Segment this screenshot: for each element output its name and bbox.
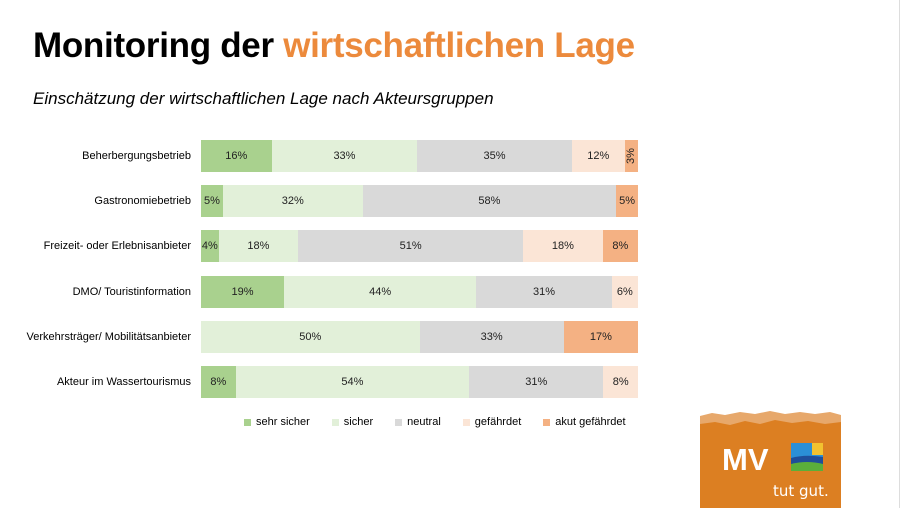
data-label: 35% xyxy=(483,150,506,162)
title-accent-text: wirtschaftlichen Lage xyxy=(283,26,635,65)
data-label: 51% xyxy=(399,240,422,253)
data-label: 8% xyxy=(612,376,629,388)
bar-segment: 51% xyxy=(298,230,524,263)
legend-swatch xyxy=(543,418,551,426)
chart-legend: sehr sicher sicher neutral gefährdet akut ge… xyxy=(244,416,648,428)
bar-segment: 5% xyxy=(616,185,638,218)
bar-segment: 18% xyxy=(218,230,299,263)
title-text: Monitoring der xyxy=(33,26,284,65)
bar-segment: 8% xyxy=(603,366,638,398)
chart-subtitle: Einschätzung der wirtschaftlichen Lage n… xyxy=(33,89,494,108)
data-label: 18% xyxy=(247,240,270,253)
data-label: 5% xyxy=(203,195,220,208)
bar-segment: 35% xyxy=(417,140,572,172)
data-label: 16% xyxy=(225,150,248,162)
data-label: 8% xyxy=(210,376,227,388)
svg-text:MV: MV xyxy=(722,442,769,477)
legend-item: sehr sicher xyxy=(244,416,310,428)
data-label: 33% xyxy=(333,150,356,162)
category-label: Beherbergungsbetrieb xyxy=(82,150,191,162)
data-label: 6% xyxy=(616,285,633,298)
data-label: 18% xyxy=(551,240,574,253)
data-label: 33% xyxy=(480,330,503,343)
bar-segment: 19% xyxy=(201,275,285,308)
legend-label: gefährdet xyxy=(474,416,522,428)
legend-swatch xyxy=(462,418,470,426)
bar-segment: 54% xyxy=(235,366,470,398)
data-label: 54% xyxy=(341,376,364,388)
legend-item: akut gefährdet xyxy=(543,416,626,428)
bar-segment: 58% xyxy=(362,185,617,218)
bar-segment: 50% xyxy=(201,320,420,353)
bar-segment: 3% xyxy=(624,140,638,172)
legend-swatch xyxy=(331,418,339,426)
data-label: 31% xyxy=(525,376,548,388)
svg-text:tut gut.: tut gut. xyxy=(773,482,829,500)
data-label: 50% xyxy=(299,330,322,343)
legend-label: neutral xyxy=(407,416,441,428)
data-label: 5% xyxy=(619,195,636,208)
bar-segment: 6% xyxy=(611,275,638,308)
legend-item: gefährdet xyxy=(462,416,522,428)
mv-tut-gut-logo: MV tut gut. xyxy=(700,411,841,508)
data-label: 19% xyxy=(231,285,254,298)
legend-label: akut gefährdet xyxy=(555,416,626,428)
category-label: Freizeit- oder Erlebnisanbieter xyxy=(43,240,191,253)
bar-segment: 16% xyxy=(201,140,272,172)
legend-swatch xyxy=(395,418,403,426)
legend-item: sicher xyxy=(331,416,374,428)
data-label: 31% xyxy=(533,285,556,298)
bar-segment: 17% xyxy=(563,320,638,353)
data-label: 44% xyxy=(369,285,392,298)
data-label: 4% xyxy=(201,240,218,253)
category-label: Akteur im Wassertourismus xyxy=(56,376,191,388)
category-label: Gastronomiebetrieb xyxy=(94,195,191,208)
data-label: 3% xyxy=(625,148,638,164)
bar-segment: 8% xyxy=(201,366,236,398)
bar-segment: 31% xyxy=(469,366,604,398)
bar-segment: 18% xyxy=(523,230,603,263)
bar-segment: 44% xyxy=(284,275,477,308)
bar-segment: 33% xyxy=(419,320,564,353)
legend-item: neutral xyxy=(395,416,441,428)
data-label: 32% xyxy=(281,195,304,208)
bar-segment: 31% xyxy=(476,275,612,308)
data-label: 17% xyxy=(589,330,612,343)
page-title: Monitoring der wirtschaftlichen Lage xyxy=(33,26,635,66)
bar-segment: 32% xyxy=(222,185,363,218)
legend-swatch xyxy=(244,418,251,426)
category-label: DMO/ Touristinformation xyxy=(72,285,191,298)
bar-segment: 12% xyxy=(571,140,625,172)
data-label: 58% xyxy=(478,195,501,208)
data-label: 12% xyxy=(587,150,610,162)
bar-segment: 33% xyxy=(271,140,418,172)
bar-segment: 8% xyxy=(602,230,638,263)
bar-segment: 4% xyxy=(201,230,219,263)
bar-segment: 5% xyxy=(201,185,223,218)
category-label: Verkehrsträger/ Mobilitätsanbieter xyxy=(26,330,191,343)
legend-label: sehr sicher xyxy=(256,416,310,428)
legend-label: sicher xyxy=(343,416,374,428)
data-label: 8% xyxy=(612,240,629,253)
